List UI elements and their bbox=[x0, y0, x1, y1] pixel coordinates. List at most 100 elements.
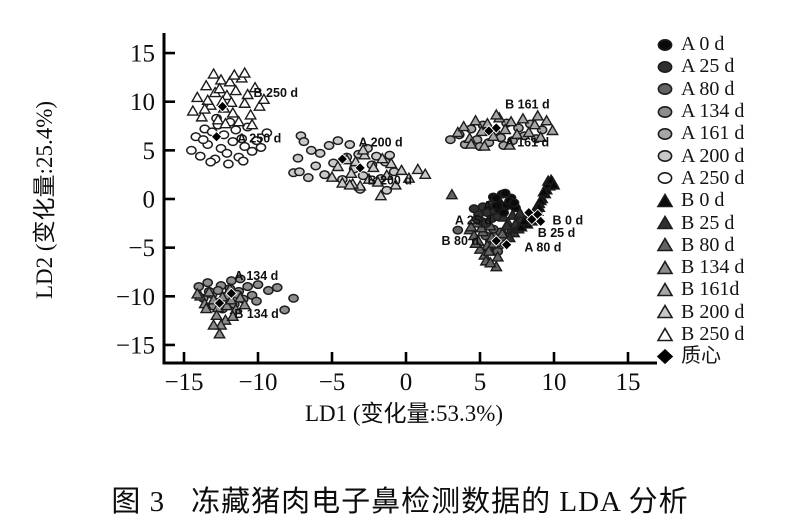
centroid-point-diamond bbox=[490, 235, 503, 247]
scatter-point-triangle bbox=[253, 99, 266, 111]
scatter-point-triangle bbox=[227, 68, 241, 80]
scatter-point-triangle bbox=[201, 93, 215, 106]
legend-triangle-icon bbox=[656, 326, 674, 341]
legend-triangle-icon bbox=[656, 304, 674, 319]
centroid-point-diamond bbox=[213, 297, 226, 309]
legend-item: A 25 d bbox=[656, 55, 744, 77]
scatter-point-triangle bbox=[226, 106, 240, 118]
scatter-point-triangle bbox=[223, 75, 237, 87]
legend-triangle-icon bbox=[656, 192, 674, 208]
x-tick-label: −5 bbox=[319, 369, 346, 396]
scatter-point-triangle bbox=[510, 127, 524, 140]
scatter-point-circle bbox=[242, 282, 253, 292]
y-tick-label: −10 bbox=[116, 284, 155, 311]
scatter-point-triangle bbox=[241, 88, 255, 100]
scatter-point-circle bbox=[252, 280, 264, 290]
scatter-point-triangle bbox=[214, 73, 228, 85]
scatter-point-triangle bbox=[195, 110, 209, 122]
legend-triangle-icon bbox=[656, 215, 674, 230]
scatter-point-triangle bbox=[186, 104, 200, 116]
legend-item-label: A 134 d bbox=[681, 100, 745, 123]
legend-marker-shape bbox=[656, 326, 674, 341]
cluster-label: A 80 d bbox=[524, 241, 561, 255]
y-axis-title: LD2 (变化量:25.4%) bbox=[32, 101, 57, 299]
legend-item: A 80 d bbox=[656, 78, 744, 100]
scatter-point-circle bbox=[197, 135, 209, 145]
scatter-point-triangle bbox=[418, 167, 432, 179]
cluster-label: B 200 d bbox=[368, 174, 412, 188]
scatter-point-circle bbox=[279, 305, 290, 315]
scatter-point-triangle bbox=[384, 157, 398, 169]
scatter-point-triangle bbox=[469, 114, 482, 126]
legend-item: B 0 d bbox=[656, 189, 744, 211]
legend-marker-shape bbox=[657, 60, 673, 73]
centroid-point-diamond bbox=[500, 238, 513, 251]
y-tick-label: 15 bbox=[130, 41, 155, 68]
scatter-point-triangle bbox=[491, 250, 505, 262]
cluster-label: B 25 d bbox=[538, 226, 576, 240]
scatter-point-triangle bbox=[257, 92, 271, 105]
scatter-point-triangle bbox=[547, 178, 561, 190]
scatter-point-triangle bbox=[325, 170, 339, 182]
scatter-point-circle bbox=[271, 282, 283, 293]
cluster-label: A 200 d bbox=[359, 136, 403, 150]
scatter-point-triangle bbox=[238, 96, 252, 108]
legend-circle-icon bbox=[657, 105, 673, 118]
scatter-point-triangle bbox=[224, 293, 238, 305]
scatter-point-circle bbox=[471, 214, 483, 224]
scatter-point-circle bbox=[292, 153, 304, 163]
cluster-label: A 134 d bbox=[234, 269, 278, 283]
legend-triangle-icon bbox=[656, 237, 674, 252]
legend-item-label: B 134 d bbox=[681, 256, 745, 279]
scatter-point-triangle bbox=[486, 129, 500, 142]
scatter-point-triangle bbox=[473, 242, 487, 254]
scatter-point-circle bbox=[381, 185, 393, 195]
figure-caption: 图 3 冻藏猪肉电子鼻检测数据的 LDA 分析 bbox=[0, 478, 800, 520]
scatter-point-triangle bbox=[411, 163, 425, 175]
scatter-point-circle bbox=[237, 156, 249, 166]
legend-item-label: A 0 d bbox=[681, 33, 725, 56]
legend-circle-icon bbox=[657, 83, 673, 96]
scatter-point-triangle bbox=[483, 256, 497, 268]
legend-marker-shape bbox=[657, 38, 673, 51]
legend-marker-shape bbox=[657, 127, 673, 140]
scatter-point-circle bbox=[263, 285, 274, 296]
scatter-point-triangle bbox=[515, 220, 528, 232]
legend-marker-shape bbox=[656, 237, 674, 252]
x-axis-title: LD1 (变化量:53.3%) bbox=[305, 401, 503, 426]
x-tick-label: −10 bbox=[238, 369, 277, 396]
legend-item-label: B 80 d bbox=[681, 233, 735, 256]
lda-scatter-chart: −15 −10 −5 0 5 10 15 −15 −10 −5 0 5 10 15 LD1 (变化量:53.… bbox=[32, 33, 657, 426]
legend-item: A 200 d bbox=[656, 144, 744, 167]
legend-triangle-icon bbox=[656, 281, 674, 297]
legend-item: A 134 d bbox=[656, 100, 744, 122]
y-tick-label: −15 bbox=[116, 332, 155, 359]
centroid-point-diamond bbox=[336, 153, 349, 165]
x-tick-label: −15 bbox=[164, 369, 203, 396]
scatter-point-triangle bbox=[245, 118, 259, 130]
scatter-point-circle bbox=[239, 141, 251, 152]
scatter-point-triangle bbox=[540, 114, 554, 126]
scatter-point-circle bbox=[332, 136, 344, 146]
scatter-point-triangle bbox=[335, 176, 349, 188]
scatter-point-circle bbox=[480, 218, 492, 228]
x-tick-label: 15 bbox=[616, 369, 641, 396]
scatter-point-circle bbox=[255, 142, 267, 152]
scatter-point-triangle bbox=[457, 120, 471, 132]
scatter-point-triangle bbox=[362, 172, 376, 184]
scatter-point-circle bbox=[344, 139, 356, 150]
scatter-point-triangle bbox=[213, 327, 226, 339]
cluster-label: A 250 d bbox=[237, 132, 281, 146]
scatter-point-triangle bbox=[374, 189, 388, 201]
scatter-point-triangle bbox=[244, 108, 258, 120]
centroid-point-diamond bbox=[210, 130, 223, 143]
legend-circle-icon bbox=[657, 172, 673, 185]
scatter-point-triangle bbox=[380, 168, 394, 180]
legend-item: B 200 d bbox=[656, 301, 744, 323]
scatter-point-circle bbox=[499, 188, 511, 198]
legend-item-label: A 161 d bbox=[681, 122, 745, 145]
scatter-point-circle bbox=[323, 140, 335, 151]
scatter-point-triangle bbox=[389, 178, 403, 190]
centroid-point-diamond bbox=[534, 215, 547, 228]
